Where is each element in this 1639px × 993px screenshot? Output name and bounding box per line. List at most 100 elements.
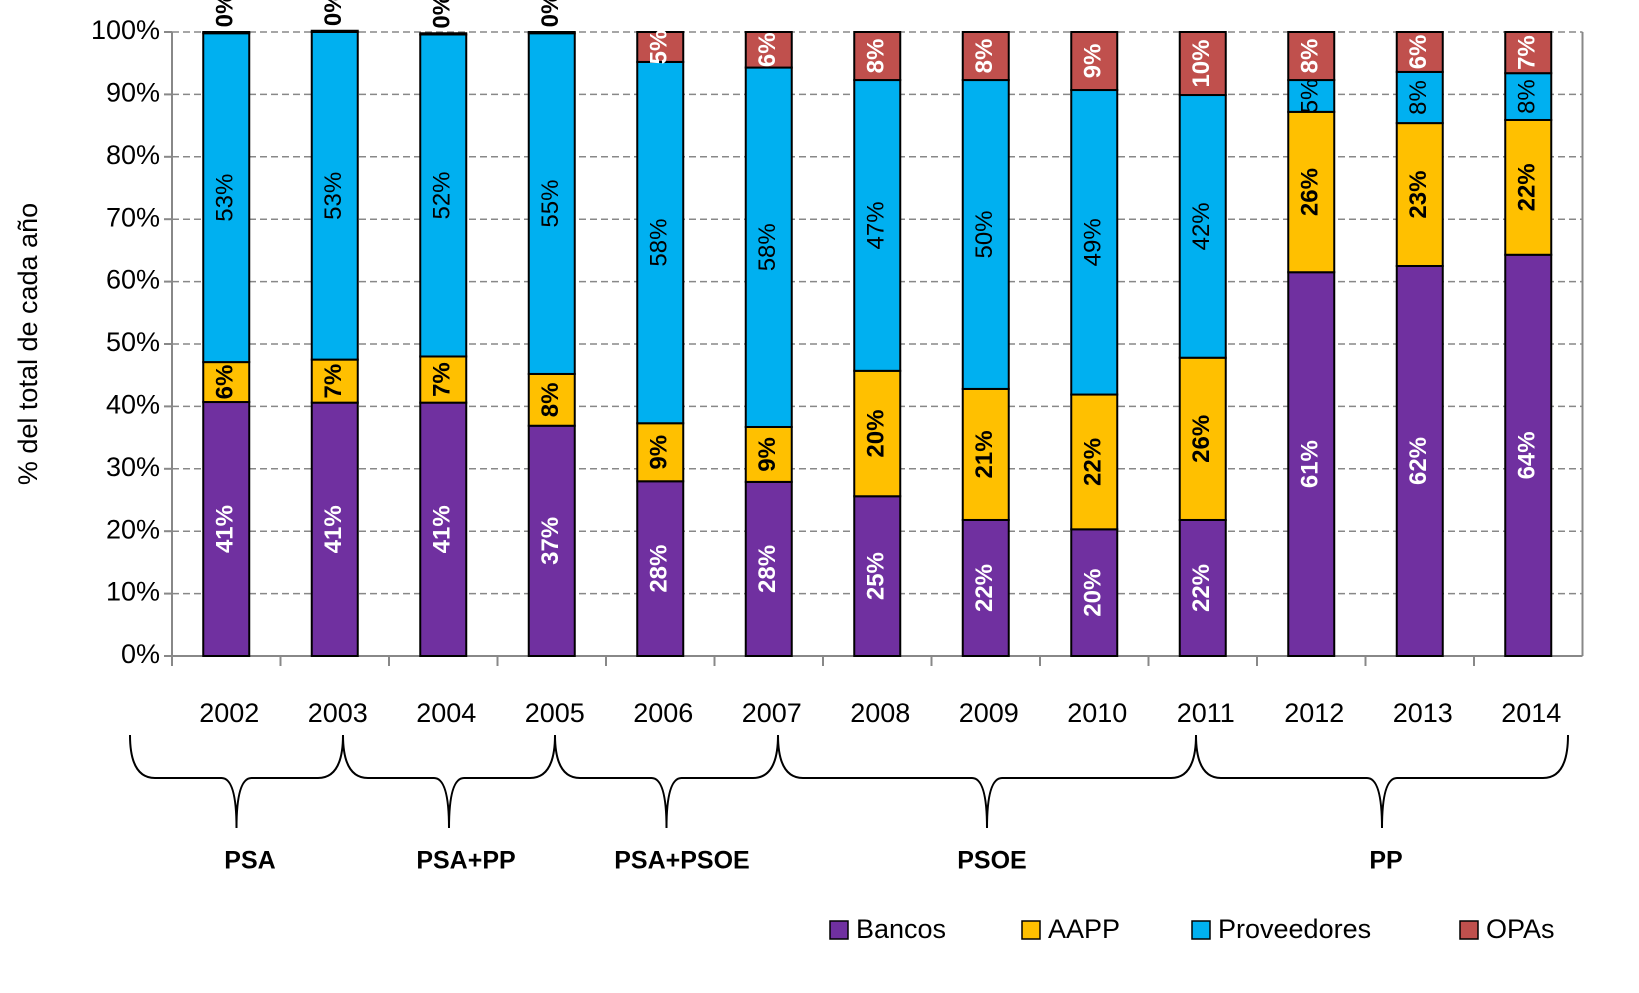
x-tick-label: 2013 [1393, 698, 1453, 728]
bar-segment [310, 401, 359, 657]
legend-label: Bancos [856, 914, 946, 944]
brace [342, 734, 556, 829]
bar-segment [202, 32, 251, 364]
brace [554, 734, 779, 829]
x-tick-label: 2006 [633, 698, 693, 728]
bar-segment [527, 372, 576, 427]
x-tick-label: 2012 [1284, 698, 1344, 728]
y-tick-label: 0% [121, 639, 160, 669]
data-label: 58% [646, 219, 673, 267]
data-label: 9% [754, 437, 781, 472]
bar-segment [202, 31, 251, 35]
data-label: 20% [863, 410, 890, 458]
legend-label: OPAs [1486, 914, 1555, 944]
data-label: 9% [1080, 44, 1107, 79]
x-tick-label: 2009 [959, 698, 1019, 728]
data-label: 5% [646, 30, 673, 65]
data-label: 20% [1080, 569, 1107, 617]
bar-segment [310, 31, 359, 361]
data-label: 47% [863, 201, 890, 249]
data-label: 23% [1405, 171, 1432, 219]
bar-segment [1178, 94, 1227, 359]
data-label: 42% [1188, 202, 1215, 250]
data-label: 28% [646, 545, 673, 593]
bar-segment [636, 31, 685, 63]
bar-segment [419, 355, 468, 404]
group-label: PP [1369, 847, 1402, 875]
bar-segment [961, 31, 1010, 82]
data-label: 6% [212, 365, 239, 400]
bar-segment [1070, 89, 1119, 396]
data-label: 8% [863, 39, 890, 74]
bar-segment [310, 358, 359, 404]
y-tick-label: 40% [106, 390, 160, 420]
bar-segment [961, 79, 1010, 390]
bar-segment [1287, 110, 1336, 274]
group-label: PSOE [957, 847, 1026, 875]
brace [777, 734, 1197, 829]
bar-segment [744, 480, 793, 657]
y-tick-label: 10% [106, 577, 160, 607]
legend-swatch [829, 920, 849, 940]
data-label: 49% [1080, 218, 1107, 266]
group-label: PSA+PSOE [614, 847, 749, 875]
bar-segment [1504, 118, 1553, 256]
data-label: 10% [1188, 39, 1215, 87]
legend-label: AAPP [1048, 914, 1120, 944]
brace [1195, 734, 1569, 829]
x-tick-label: 2014 [1501, 698, 1561, 728]
group-label: PSA+PP [416, 847, 515, 875]
data-label: 8% [971, 39, 998, 74]
group-label: PSA [224, 847, 275, 875]
bar-segment [961, 518, 1010, 658]
x-tick-label: 2010 [1067, 698, 1127, 728]
data-label: 22% [1188, 564, 1215, 612]
bar-segment [636, 480, 685, 657]
bar-segment [1504, 31, 1553, 75]
data-label: 7% [320, 364, 347, 399]
y-tick-label: 100% [91, 15, 160, 45]
legend-swatch [1459, 920, 1479, 940]
bar-segment [1287, 79, 1336, 113]
bar-segment [527, 31, 576, 35]
data-label: 28% [754, 545, 781, 593]
bar-segment [310, 29, 359, 34]
data-label: 7% [429, 362, 456, 397]
data-label: 50% [971, 210, 998, 258]
data-label: 26% [1188, 415, 1215, 463]
bar-segment [419, 33, 468, 358]
y-tick-label: 30% [106, 452, 160, 482]
bar-segment [853, 31, 902, 82]
y-tick-label: 20% [106, 514, 160, 544]
bar-segment [527, 32, 576, 375]
bar-segment [419, 401, 468, 657]
x-tick-label: 2004 [416, 698, 476, 728]
y-axis-label: % del total de cada año [13, 203, 43, 485]
bar-segment [1178, 518, 1227, 658]
x-tick-label: 2002 [199, 698, 259, 728]
data-label: 53% [212, 174, 239, 222]
bar-segment [744, 66, 793, 428]
data-label: 37% [537, 517, 564, 565]
data-label: 61% [1297, 440, 1324, 488]
bar-segment [853, 79, 902, 372]
data-label: 41% [320, 505, 347, 553]
y-tick-label: 90% [106, 78, 160, 108]
legend-swatch [1191, 920, 1211, 940]
data-label: 5% [1297, 79, 1324, 114]
bar-segment [1178, 31, 1227, 97]
data-label: 8% [537, 383, 564, 418]
y-tick-label: 70% [106, 202, 160, 232]
data-label: 0% [429, 0, 456, 29]
bar-segment [1395, 70, 1444, 125]
brace [129, 734, 344, 829]
y-tick-label: 50% [106, 327, 160, 357]
bar-segment [527, 424, 576, 657]
data-label: 52% [429, 171, 456, 219]
bar-segment [1070, 528, 1119, 657]
data-label: 41% [429, 505, 456, 553]
y-tick-label: 60% [106, 265, 160, 295]
legend-label: Proveedores [1218, 914, 1371, 944]
x-tick-label: 2005 [525, 698, 585, 728]
